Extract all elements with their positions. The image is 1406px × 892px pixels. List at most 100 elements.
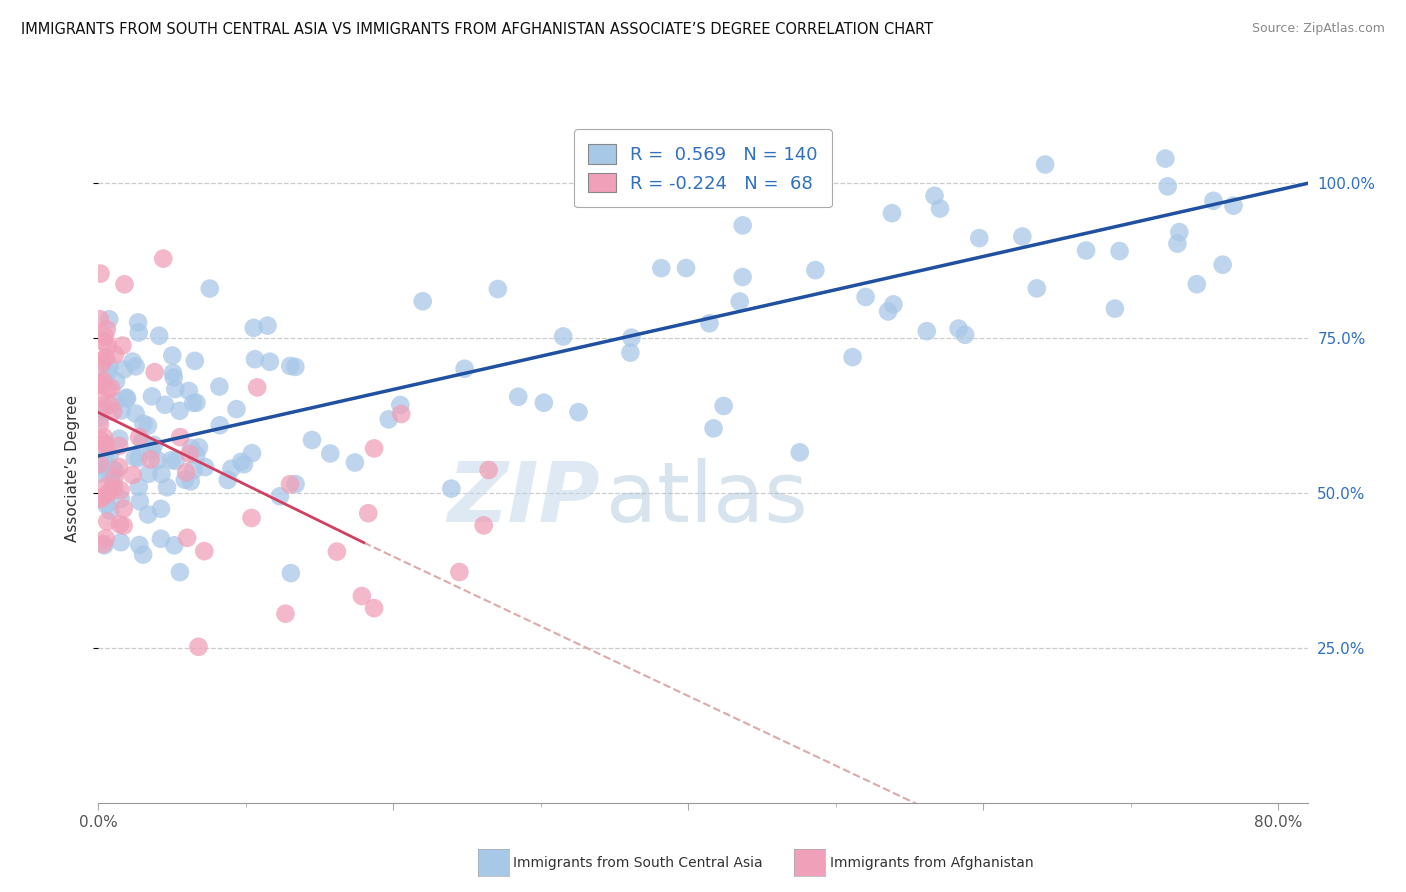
Point (162, 349, 184, 363)
Point (132, 417, 155, 431)
Point (127, 315, 149, 329)
Point (108, 517, 131, 532)
Point (89, 467, 111, 481)
Point (357, 506, 380, 520)
Point (533, 396, 555, 410)
Point (93, 436, 115, 450)
Text: ZIP: ZIP (447, 458, 600, 539)
Point (243, 352, 266, 367)
Point (110, 483, 132, 498)
Point (98, 359, 121, 373)
Point (143, 365, 166, 379)
Point (153, 398, 176, 412)
Point (703, 421, 725, 435)
Point (259, 355, 281, 369)
Point (877, 304, 900, 318)
Point (142, 438, 165, 452)
Point (841, 350, 863, 364)
Point (96, 322, 118, 336)
Point (97, 365, 120, 379)
Point (124, 407, 146, 421)
Point (112, 518, 135, 533)
Point (89, 312, 111, 326)
Point (389, 407, 412, 421)
Point (948, 321, 970, 335)
Point (181, 396, 204, 410)
Point (486, 282, 509, 296)
Point (101, 465, 124, 479)
Point (924, 189, 946, 203)
Point (728, 294, 751, 309)
Point (278, 477, 301, 491)
Point (180, 475, 202, 489)
Point (183, 463, 205, 477)
Point (240, 446, 263, 460)
Point (114, 277, 136, 292)
Point (90, 491, 112, 505)
Point (89, 492, 111, 507)
Point (93, 430, 115, 444)
Y-axis label: Associate’s Degree: Associate’s Degree (65, 395, 80, 541)
Point (1222, 199, 1244, 213)
Point (620, 331, 643, 345)
Point (472, 518, 495, 533)
Point (103, 479, 125, 493)
Point (232, 458, 254, 472)
Point (90, 402, 112, 417)
Point (104, 394, 127, 409)
Point (138, 467, 160, 481)
Point (731, 270, 754, 285)
Point (1202, 194, 1225, 208)
Point (619, 345, 641, 359)
Point (89, 375, 111, 389)
Point (169, 430, 191, 444)
Point (242, 321, 264, 335)
Point (350, 589, 373, 603)
Point (110, 491, 132, 506)
Point (115, 392, 138, 406)
Point (163, 370, 186, 384)
Point (128, 480, 150, 494)
Point (112, 501, 135, 516)
Point (1185, 277, 1208, 292)
Point (186, 395, 208, 409)
Point (105, 374, 128, 388)
Point (449, 565, 471, 579)
Point (98, 398, 121, 412)
Point (128, 430, 150, 444)
Point (269, 489, 291, 503)
Point (1166, 236, 1188, 251)
Point (89, 457, 111, 471)
Point (160, 453, 183, 467)
Point (128, 538, 150, 552)
Point (139, 452, 162, 467)
Point (804, 263, 827, 277)
Point (177, 384, 200, 398)
Point (363, 601, 385, 615)
Point (124, 450, 146, 465)
Point (508, 390, 530, 404)
Point (93, 374, 115, 388)
Point (146, 453, 169, 467)
Point (169, 565, 191, 579)
Point (278, 359, 301, 373)
Point (1168, 225, 1191, 239)
Point (131, 434, 153, 449)
Point (152, 252, 174, 266)
Point (100, 503, 122, 517)
Point (94, 480, 117, 494)
Point (440, 482, 463, 496)
Point (108, 432, 131, 446)
Point (103, 481, 125, 495)
Point (98, 448, 121, 462)
Point (108, 439, 131, 453)
Point (89, 267, 111, 281)
Point (1212, 258, 1234, 272)
Point (1033, 157, 1056, 171)
Point (326, 544, 349, 558)
Point (132, 548, 155, 562)
Point (217, 473, 239, 487)
Point (179, 447, 201, 461)
Point (343, 456, 366, 470)
Point (94, 532, 117, 546)
